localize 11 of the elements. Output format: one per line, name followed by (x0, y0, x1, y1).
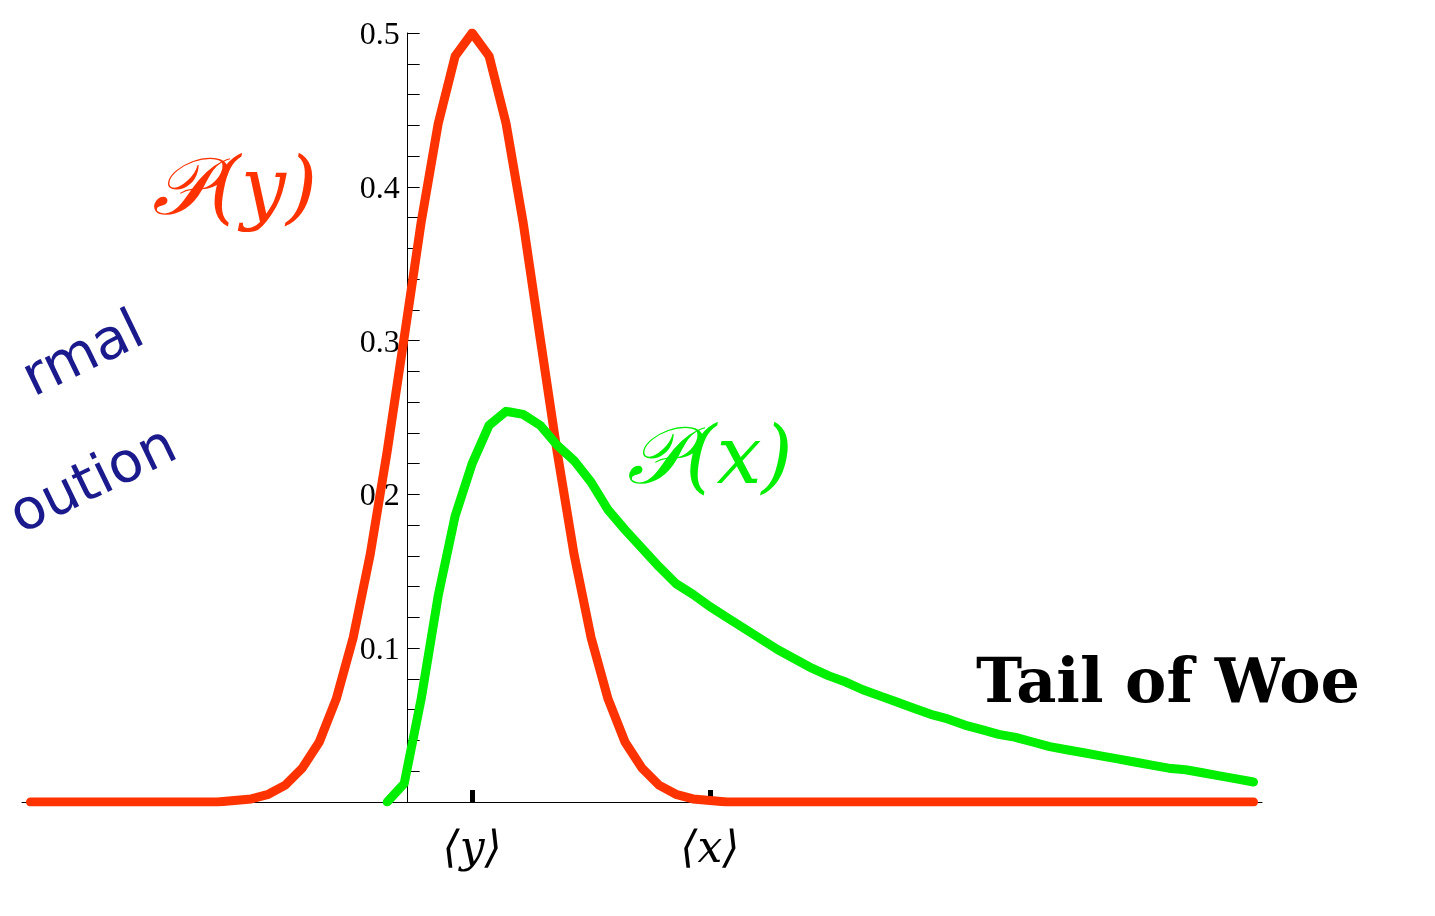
y-tick-label: 0.4 (359, 168, 400, 205)
annotation: rmal (10, 295, 154, 409)
y-tick-label: 0.1 (359, 630, 400, 667)
x-tick-label: ⟨x⟩ (680, 820, 740, 872)
annotation: Tail of Woe (975, 643, 1361, 717)
annotation: oution (0, 410, 186, 546)
series-label: 𝒫(y) (151, 140, 318, 234)
y-tick-label: 0.3 (359, 322, 400, 359)
x-tick-label: ⟨y⟩ (442, 820, 502, 872)
y-tick-label: 0.5 (359, 15, 400, 51)
series-label: 𝒫(x) (627, 409, 793, 503)
